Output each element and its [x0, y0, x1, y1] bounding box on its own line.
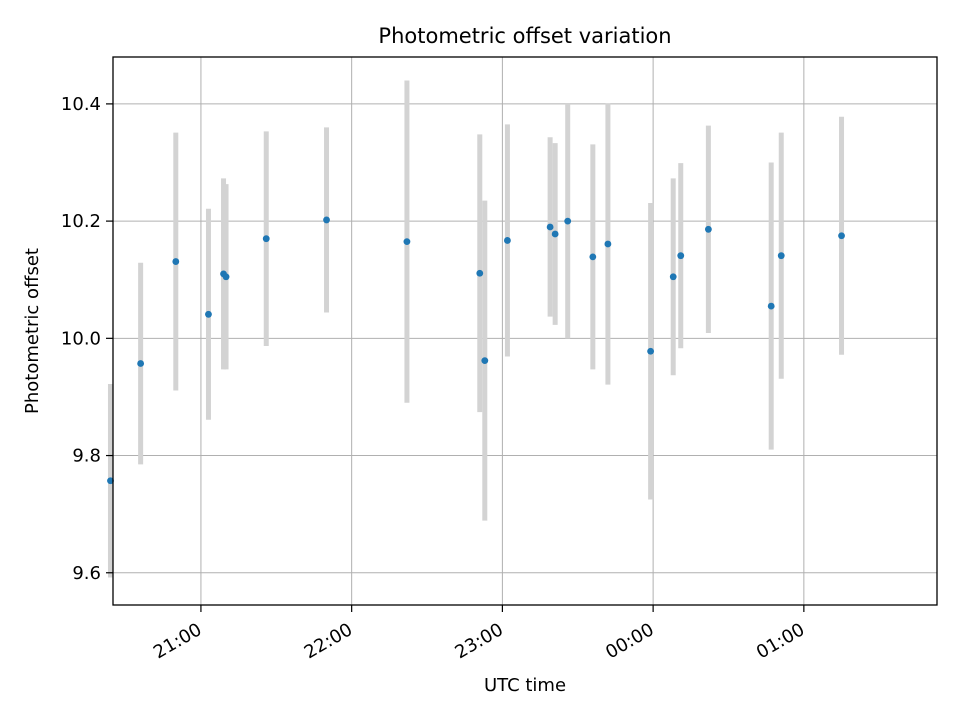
y-tick-label: 9.6 [72, 563, 101, 584]
data-point [677, 252, 685, 260]
data-markers [107, 216, 845, 485]
data-point [647, 347, 655, 355]
y-tick-label: 10.0 [61, 328, 101, 349]
data-point [767, 302, 775, 310]
data-point [403, 238, 411, 246]
data-point [205, 310, 212, 318]
data-point [476, 269, 484, 277]
y-tick-label: 10.2 [61, 211, 101, 232]
y-axis-ticks: 9.6 9.8 10.0 10.2 10.4 [61, 94, 113, 584]
grid-lines [113, 57, 937, 605]
y-axis-label: Photometric offset [22, 248, 43, 414]
data-point [604, 240, 612, 248]
data-point [262, 235, 270, 243]
data-point [669, 273, 677, 281]
data-point [838, 232, 845, 240]
data-point [137, 360, 145, 367]
data-point [551, 230, 559, 238]
data-point [222, 273, 230, 281]
data-point [546, 223, 554, 231]
data-point [589, 253, 597, 261]
data-point [107, 477, 114, 485]
data-point [777, 252, 785, 260]
data-point [704, 225, 712, 233]
y-tick-label: 9.8 [72, 446, 101, 467]
plot-frame [112, 56, 938, 606]
data-point [504, 237, 511, 244]
x-axis-label: UTC time [484, 675, 566, 696]
plot-background [113, 57, 937, 605]
plot-area [107, 56, 938, 606]
chart-title: Photometric offset variation [378, 24, 671, 48]
data-point [481, 357, 489, 364]
data-point [564, 217, 572, 225]
data-point [323, 216, 330, 224]
data-point [172, 258, 180, 265]
y-tick-label: 10.4 [61, 94, 101, 115]
